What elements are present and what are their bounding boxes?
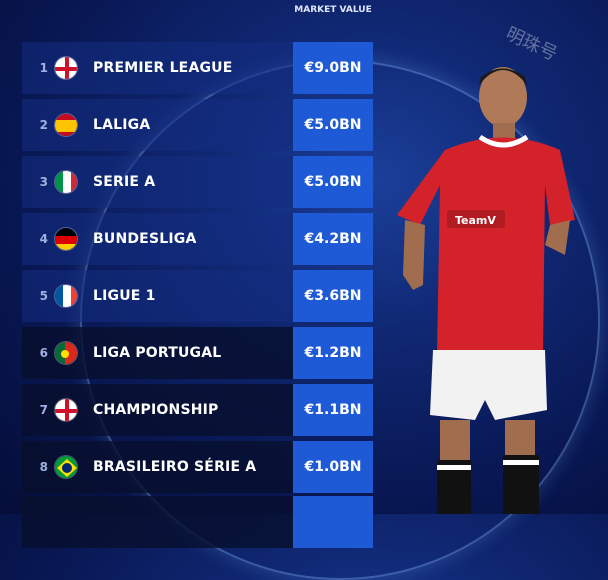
league-row: 4 BUNDESLIGA €4.2BN	[22, 213, 373, 265]
league-row: 8 BRASILEIRO SÉRIE A €1.0BN	[22, 441, 373, 493]
svg-text:TeamV: TeamV	[455, 214, 496, 227]
rank: 6	[39, 346, 48, 360]
league-name: LALIGA	[93, 117, 151, 133]
market-value: €1.2BN	[293, 327, 373, 379]
rank: 3	[39, 175, 48, 189]
market-value: €5.0BN	[293, 156, 373, 208]
league-row: 2 LALIGA €5.0BN	[22, 99, 373, 151]
rank: 5	[39, 289, 48, 303]
league-row: 5 LIGUE 1 €3.6BN	[22, 270, 373, 322]
portugal-flag-icon	[54, 341, 78, 365]
market-value: €5.0BN	[293, 99, 373, 151]
market-value-header: MARKET VALUE	[294, 5, 372, 15]
market-value: €4.2BN	[293, 213, 373, 265]
england-flag-icon	[54, 398, 78, 422]
rank: 8	[39, 460, 48, 474]
league-row: 7 CHAMPIONSHIP €1.1BN	[22, 384, 373, 436]
england-flag-icon	[54, 56, 78, 80]
market-value: €1.1BN	[293, 384, 373, 436]
league-name: BRASILEIRO SÉRIE A	[93, 459, 257, 475]
league-name: SERIE A	[93, 174, 156, 190]
league-row: 1 PREMIER LEAGUE €9.0BN	[22, 42, 373, 94]
market-value: €3.6BN	[293, 270, 373, 322]
brazil-flag-icon	[54, 455, 78, 479]
league-row: 3 SERIE A €5.0BN	[22, 156, 373, 208]
league-name: LIGUE 1	[93, 288, 156, 304]
league-name: BUNDESLIGA	[93, 231, 197, 247]
league-row-partial	[22, 496, 373, 548]
france-flag-icon	[54, 284, 78, 308]
italy-flag-icon	[54, 170, 78, 194]
league-name: LIGA PORTUGAL	[93, 345, 222, 361]
league-row: 6 LIGA PORTUGAL €1.2BN	[22, 327, 373, 379]
germany-flag-icon	[54, 227, 78, 251]
market-value: €9.0BN	[293, 42, 373, 94]
rank: 2	[39, 118, 48, 132]
rank: 1	[39, 61, 48, 75]
spain-flag-icon	[54, 113, 78, 137]
rank: 7	[39, 403, 48, 417]
rank: 4	[39, 232, 48, 246]
market-value: €1.0BN	[293, 441, 373, 493]
league-name: CHAMPIONSHIP	[93, 402, 219, 418]
league-name: PREMIER LEAGUE	[93, 60, 233, 76]
player-image: TeamV	[397, 67, 575, 514]
